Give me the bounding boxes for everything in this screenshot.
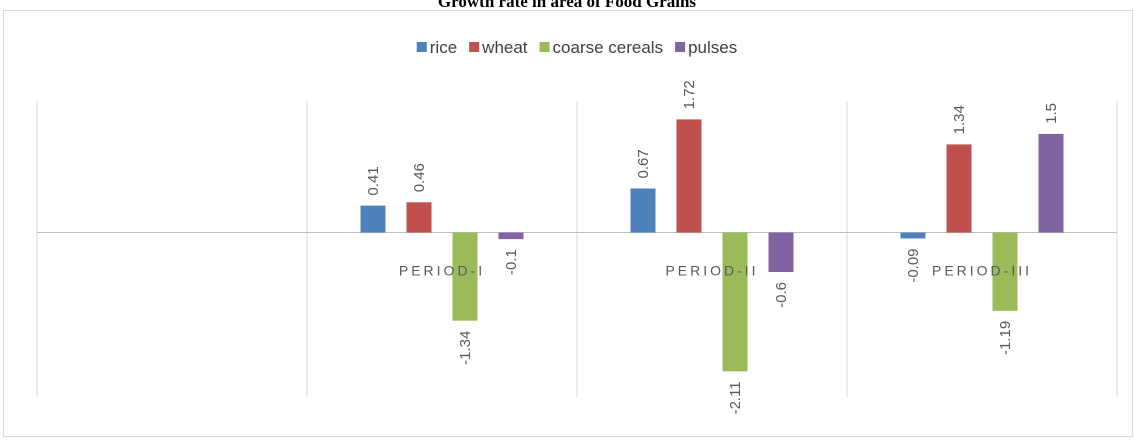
legend: rice wheat coarse cereals pulses — [416, 38, 737, 57]
legend-swatch — [539, 42, 550, 52]
x-tick-label: PERIOD-I — [399, 263, 485, 279]
bar — [498, 232, 524, 240]
data-label: 1.5 — [1043, 103, 1060, 124]
legend-swatch — [675, 42, 686, 52]
chart-title: Growth rate in area of Food Grains — [438, 0, 697, 11]
data-label: -0.1 — [503, 249, 520, 275]
bar — [1038, 133, 1064, 233]
data-label: -1.19 — [997, 321, 1014, 355]
legend-label: coarse cereals — [553, 38, 664, 57]
bar — [722, 232, 748, 372]
x-tick-label: PERIOD-II — [665, 263, 758, 279]
data-label: -2.11 — [727, 381, 744, 414]
bar — [360, 205, 386, 233]
data-label: 0.67 — [635, 149, 652, 178]
x-tick-label: PERIOD-III — [932, 263, 1032, 279]
bar — [768, 232, 794, 273]
bar — [630, 188, 656, 233]
legend-label: rice — [430, 38, 457, 57]
legend-label: wheat — [481, 38, 528, 57]
bar — [946, 144, 972, 233]
chart-frame — [3, 10, 1133, 437]
data-label: 0.41 — [365, 166, 382, 195]
data-label: -0.6 — [773, 282, 790, 308]
legend-label: pulses — [688, 38, 737, 57]
data-label: 1.72 — [681, 80, 698, 109]
data-label: 0.46 — [411, 163, 428, 192]
bar — [992, 232, 1018, 311]
bar — [676, 119, 702, 233]
bar — [900, 232, 926, 239]
bar — [406, 202, 432, 233]
data-label: -1.34 — [457, 331, 474, 365]
data-label: -0.09 — [905, 248, 922, 282]
legend-swatch — [416, 42, 427, 52]
bar — [452, 232, 478, 321]
legend-swatch — [469, 42, 480, 52]
data-label: 1.34 — [951, 105, 968, 134]
